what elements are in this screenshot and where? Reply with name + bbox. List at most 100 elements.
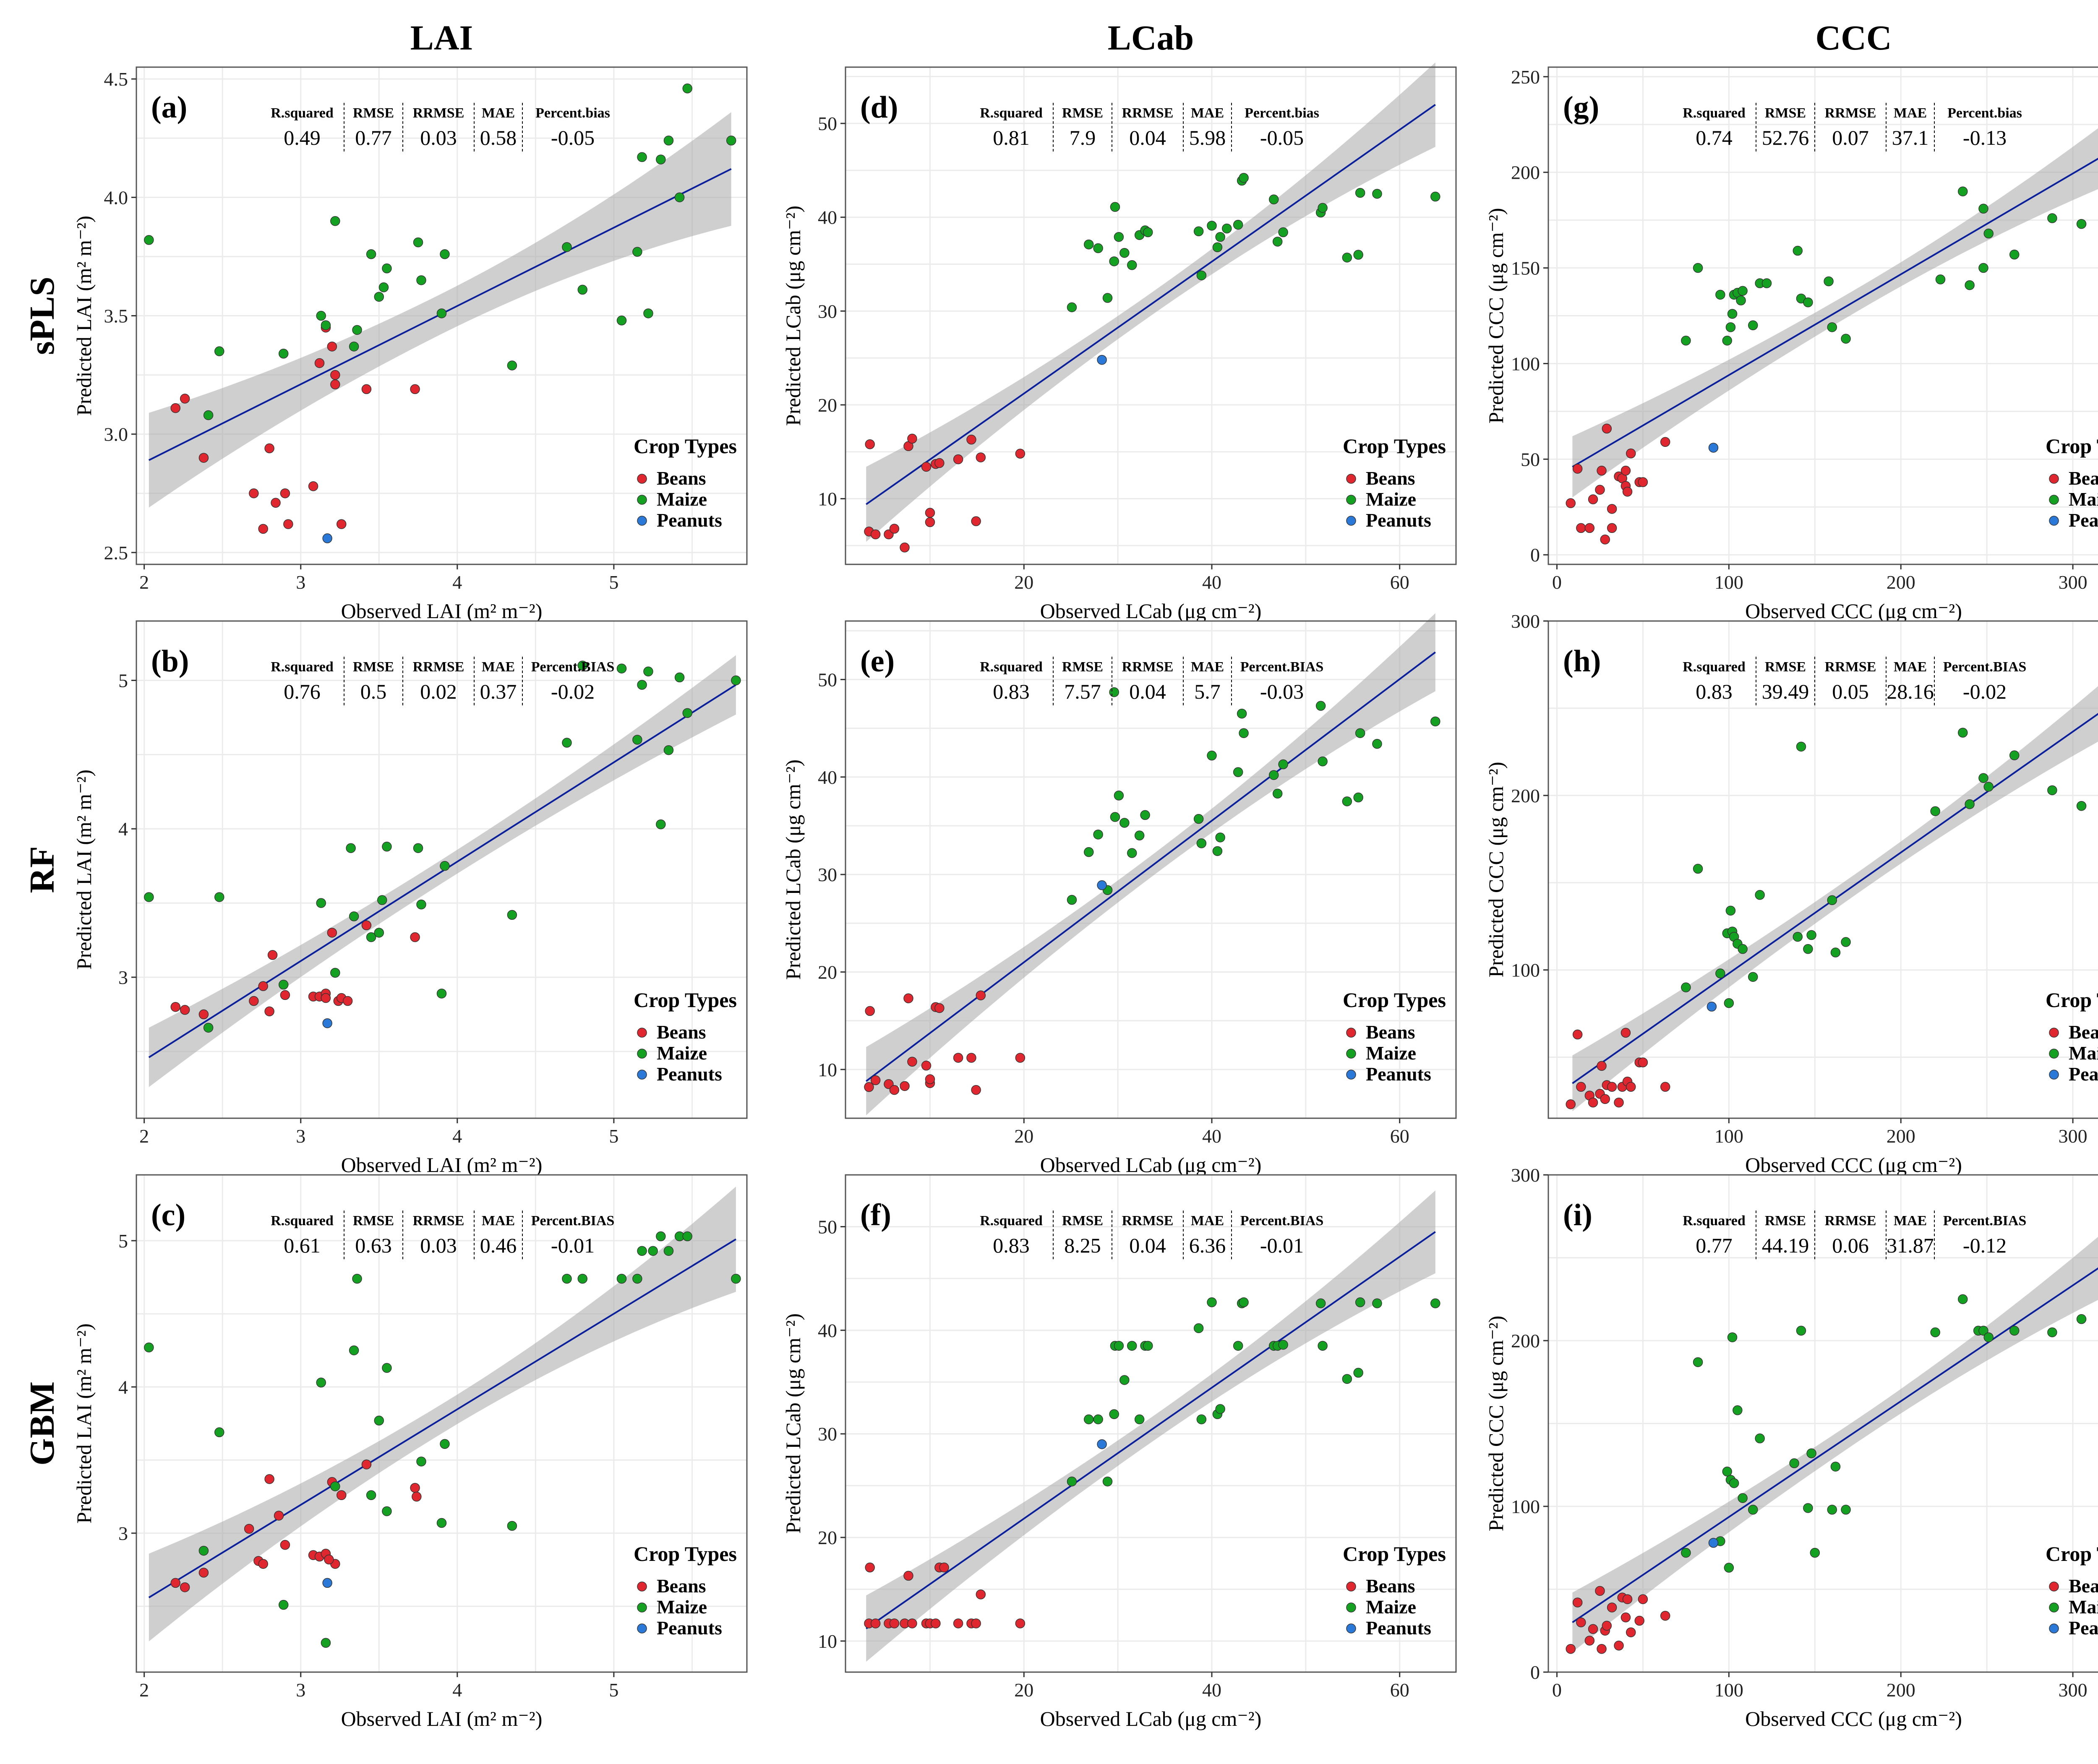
point-maize xyxy=(1134,1414,1145,1425)
legend-label-maize: Maize xyxy=(1366,488,1416,510)
point-beans xyxy=(342,996,353,1006)
point-maize xyxy=(637,1246,647,1256)
legend-marker-peanuts xyxy=(2049,516,2059,526)
stat-value: 0.76 xyxy=(284,680,321,703)
point-beans xyxy=(1015,1618,1026,1628)
point-maize xyxy=(1978,204,1988,214)
column-title-ccc: CCC xyxy=(1816,18,1892,57)
point-maize xyxy=(1725,905,1736,916)
point-maize xyxy=(726,136,736,146)
point-beans xyxy=(934,458,945,468)
point-maize xyxy=(1353,792,1363,803)
legend-marker-maize xyxy=(637,495,647,505)
point-beans xyxy=(1566,498,1576,508)
stat-value: 0.77 xyxy=(355,126,392,149)
x-tick-label: 60 xyxy=(1390,1679,1409,1701)
point-maize xyxy=(1930,806,1940,816)
point-maize xyxy=(637,680,647,690)
point-beans xyxy=(976,452,986,462)
point-maize xyxy=(1841,334,1851,344)
point-maize xyxy=(1109,1409,1119,1420)
point-maize xyxy=(1114,232,1124,242)
stat-header: MAE xyxy=(1894,659,1927,675)
point-beans xyxy=(336,1490,347,1500)
stat-header: RRMSE xyxy=(1122,105,1174,121)
stat-value: -0.02 xyxy=(551,680,595,703)
point-beans xyxy=(1597,1061,1607,1071)
y-tick-label: 200 xyxy=(1511,785,1540,806)
point-maize xyxy=(377,895,387,905)
stat-value: 0.46 xyxy=(480,1234,517,1257)
point-beans xyxy=(971,1085,981,1095)
point-beans xyxy=(1620,1612,1631,1623)
legend-marker-beans xyxy=(2049,1581,2059,1592)
confidence-band xyxy=(149,1186,736,1641)
stat-header: Percent.BIAS xyxy=(531,1213,615,1229)
stat-value: 5.7 xyxy=(1194,680,1221,703)
y-tick-label: 2.5 xyxy=(104,542,128,564)
point-maize xyxy=(1318,1341,1328,1351)
point-maize xyxy=(1810,1547,1820,1558)
point-maize xyxy=(1193,226,1204,237)
y-axis-label: Predicted LCab (μg cm⁻²) xyxy=(781,206,805,426)
point-maize xyxy=(1207,1297,1217,1307)
point-peanuts xyxy=(1708,443,1719,453)
point-beans xyxy=(931,1618,941,1628)
point-maize xyxy=(1093,243,1103,253)
panel-label: (b) xyxy=(151,644,189,678)
point-beans xyxy=(1602,1620,1612,1631)
point-maize xyxy=(1093,1414,1103,1425)
point-beans xyxy=(1626,1627,1636,1637)
point-maize xyxy=(366,1490,376,1500)
point-beans xyxy=(939,1562,949,1573)
point-maize xyxy=(144,1342,154,1353)
point-peanuts xyxy=(1097,1439,1107,1449)
point-maize xyxy=(1134,830,1145,840)
point-beans xyxy=(1572,1029,1583,1040)
point-maize xyxy=(562,1273,572,1284)
point-beans xyxy=(410,1483,420,1493)
point-maize xyxy=(1722,1467,1733,1477)
stat-value: 52.76 xyxy=(1762,126,1809,149)
point-maize xyxy=(1738,944,1748,954)
point-maize xyxy=(349,342,359,352)
point-maize xyxy=(366,249,376,259)
x-tick-label: 3 xyxy=(296,571,305,593)
y-tick-label: 200 xyxy=(1511,1330,1540,1352)
point-maize xyxy=(731,1273,741,1284)
stat-value: 44.19 xyxy=(1762,1234,1809,1257)
x-axis-label: Observed LAI (m² m⁻²) xyxy=(341,1707,543,1730)
point-beans xyxy=(864,1082,874,1092)
point-maize xyxy=(1796,741,1806,752)
point-maize xyxy=(562,738,572,748)
point-maize xyxy=(562,242,572,252)
x-tick-label: 5 xyxy=(609,1125,618,1147)
point-maize xyxy=(1724,1563,1734,1573)
point-beans xyxy=(1595,1586,1605,1596)
panel-border xyxy=(1547,66,2098,565)
legend-label-beans: Beans xyxy=(657,467,706,489)
stats-table: R.squared 0.77 RMSE 44.19 RRMSE 0.06 MAE 31.87 P… xyxy=(1683,1211,2026,1261)
figure-titles: LAI LCab CCC sPLS RF GBM xyxy=(23,18,1892,1466)
point-maize xyxy=(1067,895,1077,905)
point-maize xyxy=(378,282,389,292)
point-maize xyxy=(577,1273,588,1284)
legend-label-beans: Beans xyxy=(1366,1021,1415,1043)
legend-marker-peanuts xyxy=(637,516,647,526)
point-maize xyxy=(352,325,362,335)
y-axis-label: Predicted LAI (m² m⁻²) xyxy=(72,770,96,970)
legend-label-peanuts: Peanuts xyxy=(657,1617,722,1639)
point-maize xyxy=(1935,274,1946,284)
point-maize xyxy=(316,311,326,321)
point-maize xyxy=(1353,250,1363,260)
legend-marker-beans xyxy=(1346,474,1356,484)
column-title-lai: LAI xyxy=(410,18,473,57)
stat-header: R.squared xyxy=(271,105,334,121)
point-maize xyxy=(1827,1505,1837,1515)
legend-marker-peanuts xyxy=(637,1623,647,1634)
panel-a: 2 3 4 5 2.5 3.0 3.5 4.0 4.5 Observed LAI (m² m⁻²)… xyxy=(72,66,748,623)
point-beans xyxy=(1602,423,1612,434)
point-maize xyxy=(616,316,627,326)
